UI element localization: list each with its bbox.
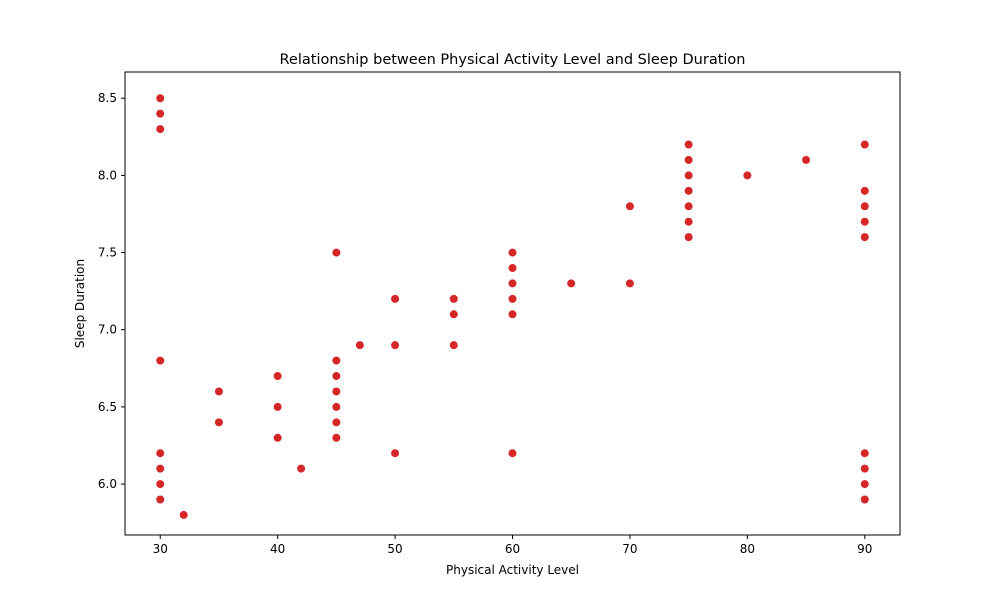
- y-axis-label: Sleep Duration: [73, 259, 87, 348]
- x-axis-label: Physical Activity Level: [446, 563, 579, 577]
- data-point: [508, 264, 517, 273]
- y-tick-label: 7.0: [98, 323, 117, 337]
- data-point: [156, 480, 165, 489]
- data-point: [860, 464, 869, 473]
- x-axis-ticks: 30 40 50 60 70 80 90: [153, 535, 872, 556]
- data-point: [449, 341, 458, 350]
- data-point: [156, 125, 165, 134]
- y-tick-label: 7.5: [98, 246, 117, 260]
- data-point: [860, 217, 869, 226]
- data-point: [332, 372, 341, 381]
- data-point: [391, 449, 400, 458]
- x-tick-label: 80: [740, 542, 755, 556]
- x-tick-label: 70: [622, 542, 637, 556]
- data-point: [391, 294, 400, 303]
- data-point: [332, 402, 341, 411]
- data-point: [743, 171, 752, 180]
- data-point: [860, 233, 869, 242]
- y-axis-ticks: 6.0 6.5 7.0 7.5 8.0 8.5: [98, 91, 125, 491]
- data-point: [860, 202, 869, 211]
- x-tick-label: 60: [505, 542, 520, 556]
- data-point: [332, 433, 341, 442]
- data-point: [860, 480, 869, 489]
- data-point: [214, 387, 223, 396]
- data-point: [860, 186, 869, 195]
- data-point: [684, 155, 693, 164]
- data-point: [156, 356, 165, 365]
- data-point: [684, 202, 693, 211]
- data-point: [508, 279, 517, 288]
- data-point: [684, 217, 693, 226]
- y-tick-label: 6.5: [98, 400, 117, 414]
- data-point: [860, 449, 869, 458]
- y-tick-label: 6.0: [98, 477, 117, 491]
- data-point: [273, 402, 282, 411]
- data-point: [860, 495, 869, 504]
- data-point: [625, 202, 634, 211]
- data-point: [449, 310, 458, 319]
- data-point: [332, 387, 341, 396]
- points-layer: [156, 94, 869, 519]
- x-tick-label: 90: [857, 542, 872, 556]
- y-tick-label: 8.5: [98, 91, 117, 105]
- plot-area-frame: [124, 71, 901, 536]
- data-point: [332, 418, 341, 427]
- data-point: [684, 186, 693, 195]
- data-point: [449, 294, 458, 303]
- data-point: [273, 372, 282, 381]
- data-point: [508, 248, 517, 257]
- data-point: [684, 140, 693, 149]
- data-point: [156, 464, 165, 473]
- data-point: [297, 464, 306, 473]
- data-point: [625, 279, 634, 288]
- data-point: [860, 140, 869, 149]
- data-point: [508, 294, 517, 303]
- data-point: [684, 233, 693, 242]
- data-point: [391, 341, 400, 350]
- data-point: [273, 433, 282, 442]
- data-point: [156, 495, 165, 504]
- x-tick-label: 40: [270, 542, 285, 556]
- data-point: [508, 310, 517, 319]
- data-point: [156, 94, 165, 103]
- data-point: [332, 248, 341, 257]
- data-point: [684, 171, 693, 180]
- data-point: [508, 449, 517, 458]
- data-point: [802, 155, 811, 164]
- data-point: [156, 109, 165, 118]
- x-tick-label: 50: [387, 542, 402, 556]
- y-tick-label: 8.0: [98, 168, 117, 182]
- data-point: [332, 356, 341, 365]
- data-point: [214, 418, 223, 427]
- x-tick-label: 30: [153, 542, 168, 556]
- data-point: [567, 279, 576, 288]
- data-point: [179, 510, 188, 519]
- chart-title: Relationship between Physical Activity L…: [280, 52, 746, 68]
- data-point: [156, 449, 165, 458]
- data-point: [355, 341, 364, 350]
